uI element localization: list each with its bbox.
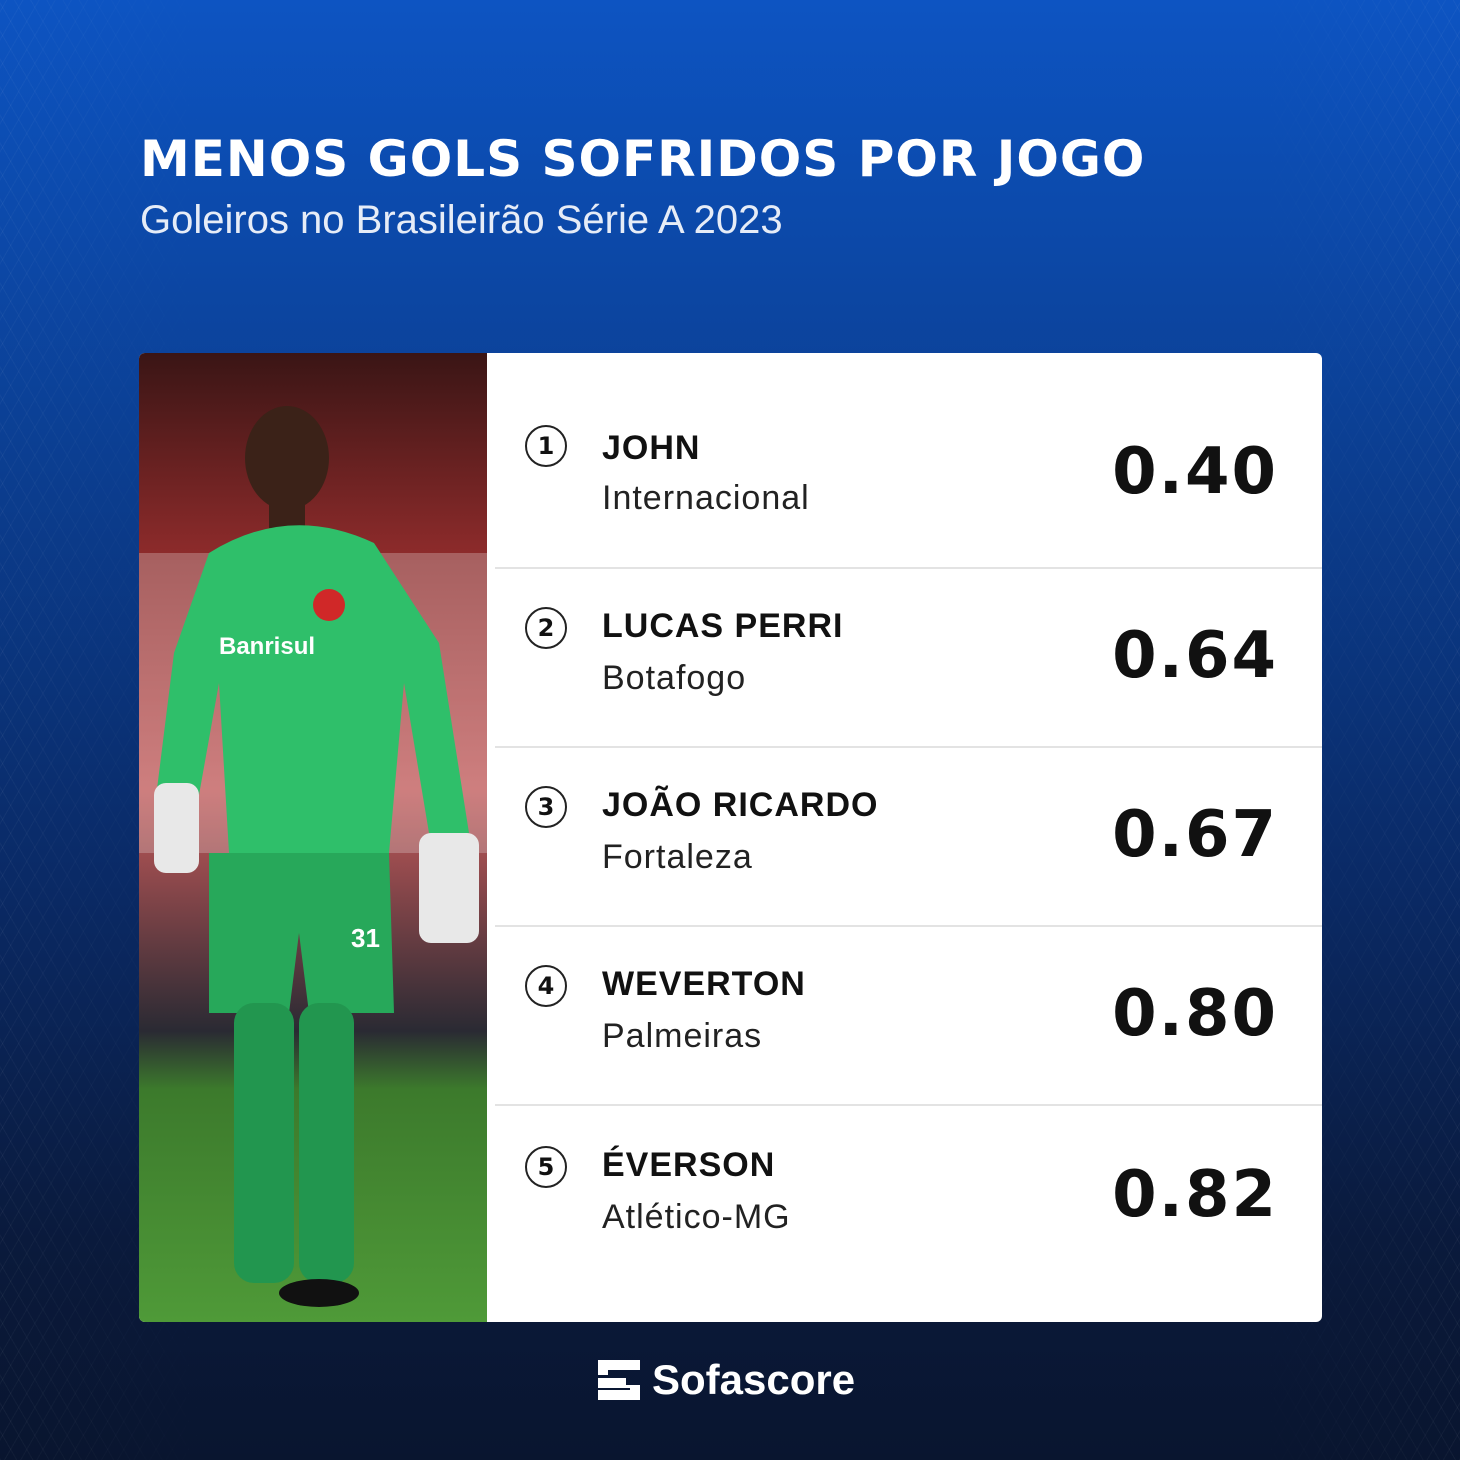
page-subtitle: Goleiros no Brasileirão Série A 2023 xyxy=(140,198,783,242)
row-divider xyxy=(495,746,1322,748)
goals-conceded-per-game: 0.40 xyxy=(1112,435,1278,509)
ranking-row: 4 WEVERTON Palmeiras 0.80 xyxy=(495,925,1322,1104)
ranking-card: Banrisul 31 1 JOHN Internacional 0.40 2 … xyxy=(139,353,1322,1322)
row-divider xyxy=(495,925,1322,927)
goals-conceded-per-game: 0.80 xyxy=(1112,977,1278,1051)
page-title: MENOS GOLS SOFRIDOS POR JOGO xyxy=(140,130,1146,188)
shirt-number: 31 xyxy=(351,923,380,953)
player-name: JOÃO RICARDO xyxy=(602,786,879,824)
rank-badge: 2 xyxy=(525,607,567,649)
team-name: Fortaleza xyxy=(602,838,753,876)
brand-name: Sofascore xyxy=(652,1356,856,1403)
goals-conceded-per-game: 0.82 xyxy=(1112,1158,1278,1232)
player-photo: Banrisul 31 xyxy=(139,353,487,1322)
team-name: Atlético-MG xyxy=(602,1198,791,1236)
rank-badge: 3 xyxy=(525,786,567,828)
row-divider xyxy=(495,1104,1322,1106)
team-name: Internacional xyxy=(602,479,810,517)
goals-conceded-per-game: 0.67 xyxy=(1112,798,1278,872)
rank-badge: 1 xyxy=(525,425,567,467)
ranking-row: 1 JOHN Internacional 0.40 xyxy=(495,353,1322,532)
rank-badge: 5 xyxy=(525,1146,567,1188)
sofascore-logo-icon xyxy=(598,1360,640,1400)
ranking-row: 3 JOÃO RICARDO Fortaleza 0.67 xyxy=(495,746,1322,925)
rank-badge: 4 xyxy=(525,965,567,1007)
ranking-row: 5 ÉVERSON Atlético-MG 0.82 xyxy=(495,1104,1322,1322)
team-name: Palmeiras xyxy=(602,1017,763,1055)
player-name: JOHN xyxy=(602,429,701,467)
ranking-row: 2 LUCAS PERRI Botafogo 0.64 xyxy=(495,567,1322,746)
team-name: Botafogo xyxy=(602,659,747,697)
goals-conceded-per-game: 0.64 xyxy=(1112,619,1278,693)
row-divider xyxy=(495,567,1322,569)
player-name: LUCAS PERRI xyxy=(602,607,844,645)
sofascore-logo: Sofascore xyxy=(598,1356,855,1404)
player-name: WEVERTON xyxy=(602,965,806,1003)
jersey-sponsor: Banrisul xyxy=(219,633,316,660)
player-name: ÉVERSON xyxy=(602,1146,776,1184)
